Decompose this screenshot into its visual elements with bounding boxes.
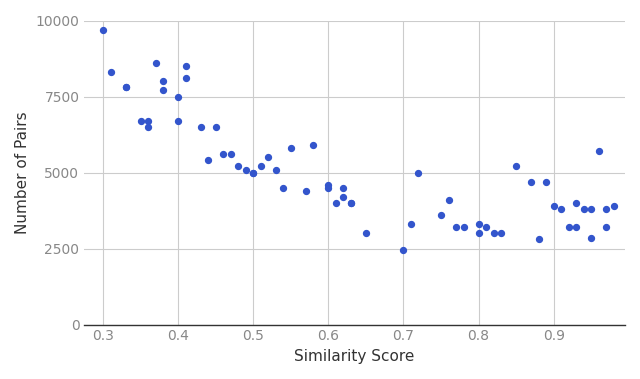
Point xyxy=(451,224,461,230)
Point xyxy=(406,221,416,227)
Point xyxy=(271,166,281,172)
Point xyxy=(218,151,228,157)
Point xyxy=(481,224,491,230)
Point xyxy=(120,85,131,91)
Point xyxy=(308,142,319,148)
Point xyxy=(136,118,146,124)
Point xyxy=(203,157,213,163)
Point xyxy=(173,94,183,100)
Point xyxy=(571,200,581,206)
Point xyxy=(586,235,596,241)
Point xyxy=(541,179,551,185)
Point xyxy=(571,224,581,230)
Point xyxy=(398,247,408,253)
Point xyxy=(361,230,371,236)
Point xyxy=(233,163,243,169)
Point xyxy=(285,145,296,151)
Point xyxy=(180,75,191,81)
Point xyxy=(180,63,191,69)
Point xyxy=(196,124,206,130)
X-axis label: Similarity Score: Similarity Score xyxy=(294,349,415,364)
Point xyxy=(106,69,116,75)
Point xyxy=(173,118,183,124)
Point xyxy=(248,169,259,175)
Point xyxy=(346,200,356,206)
Point xyxy=(579,206,589,212)
Point xyxy=(339,185,349,191)
Point xyxy=(158,78,168,85)
Point xyxy=(120,85,131,91)
Point xyxy=(346,200,356,206)
Point xyxy=(323,182,333,188)
Point xyxy=(474,221,484,227)
Y-axis label: Number of Pairs: Number of Pairs xyxy=(15,111,30,234)
Point xyxy=(556,206,566,212)
Point xyxy=(331,200,341,206)
Point xyxy=(278,185,289,191)
Point xyxy=(323,185,333,191)
Point xyxy=(564,224,574,230)
Point xyxy=(609,203,619,209)
Point xyxy=(474,230,484,236)
Point xyxy=(143,124,153,130)
Point xyxy=(586,206,596,212)
Point xyxy=(98,27,108,33)
Point xyxy=(601,206,611,212)
Point xyxy=(143,118,153,124)
Point xyxy=(255,163,266,169)
Point xyxy=(488,230,499,236)
Point xyxy=(444,197,454,203)
Point xyxy=(526,179,536,185)
Point xyxy=(211,124,221,130)
Point xyxy=(248,169,259,175)
Point xyxy=(548,203,559,209)
Point xyxy=(496,230,506,236)
Point xyxy=(301,188,311,194)
Point xyxy=(601,224,611,230)
Point xyxy=(436,212,446,218)
Point xyxy=(263,154,273,160)
Point xyxy=(226,151,236,157)
Point xyxy=(413,169,424,175)
Point xyxy=(150,60,161,66)
Point xyxy=(158,88,168,94)
Point xyxy=(593,148,604,154)
Point xyxy=(534,236,544,243)
Point xyxy=(241,166,251,172)
Point xyxy=(339,194,349,200)
Point xyxy=(511,163,521,169)
Point xyxy=(458,224,468,230)
